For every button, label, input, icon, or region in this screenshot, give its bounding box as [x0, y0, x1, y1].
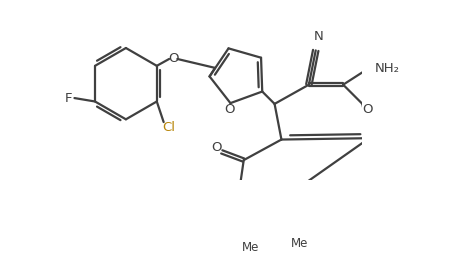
Text: F: F [65, 91, 73, 105]
Text: Me: Me [241, 241, 259, 254]
Text: N: N [313, 30, 322, 43]
Text: NH₂: NH₂ [374, 62, 399, 75]
Text: Cl: Cl [161, 121, 175, 134]
Text: O: O [211, 141, 221, 154]
Text: O: O [362, 103, 372, 116]
Text: O: O [168, 52, 178, 66]
Text: Me: Me [290, 237, 308, 250]
Text: O: O [223, 103, 234, 117]
